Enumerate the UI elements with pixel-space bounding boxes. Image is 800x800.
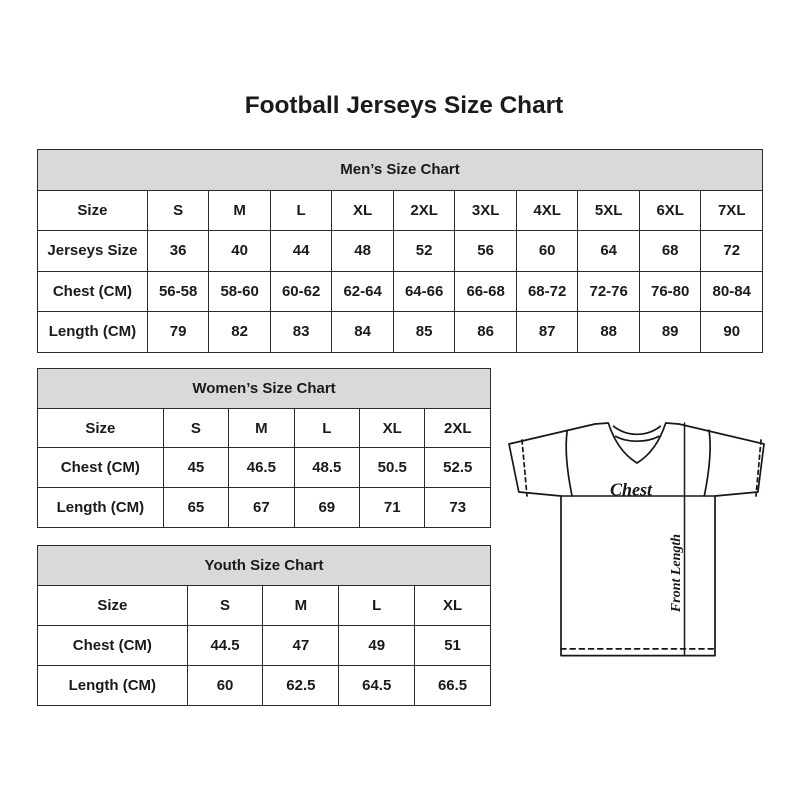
svg-text:Chest: Chest bbox=[610, 480, 653, 500]
svg-text:Front Length: Front Length bbox=[669, 534, 684, 613]
